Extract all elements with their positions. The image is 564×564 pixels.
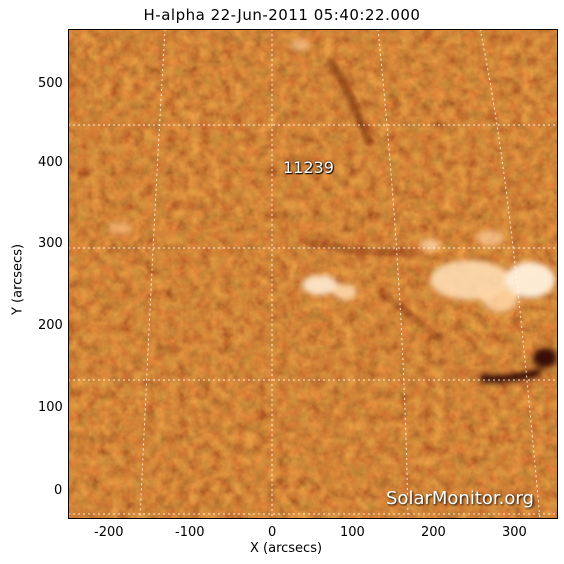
coordinate-grid [68, 29, 558, 519]
x-tick-label: 0 [268, 525, 277, 540]
y-tick-label: 500 [38, 76, 63, 91]
filaments [299, 58, 557, 383]
x-tick-label: 200 [421, 525, 446, 540]
x-tick-label: 100 [340, 525, 365, 540]
plage-regions [108, 39, 555, 312]
watermark-label: SolarMonitor.org [386, 488, 534, 509]
y-tick-label: 100 [38, 400, 63, 415]
active-region-label: 11239 [283, 158, 334, 177]
y-tick-label: 200 [38, 318, 63, 333]
y-tick-label: 0 [54, 483, 63, 498]
x-axis-label: X (arcsecs) [250, 541, 323, 556]
y-tick-label: 300 [38, 236, 63, 251]
x-tick-label: -100 [175, 525, 205, 540]
y-axis-label: Y (arcsecs) [10, 243, 26, 316]
x-tick-label: -200 [94, 525, 124, 540]
y-tick-label: 400 [38, 155, 63, 170]
x-tick-label: 300 [502, 525, 527, 540]
plot-title: H-alpha 22-Jun-2011 05:40:22.000 [143, 6, 421, 24]
